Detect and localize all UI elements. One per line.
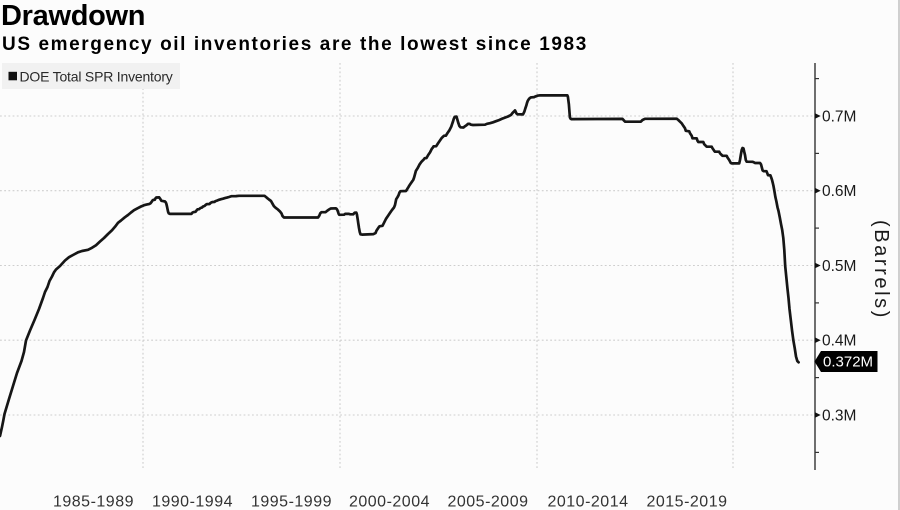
svg-text:0.4M: 0.4M xyxy=(822,333,856,350)
svg-text:0.7M: 0.7M xyxy=(822,108,856,125)
svg-text:2000-2004: 2000-2004 xyxy=(349,494,430,510)
svg-text:0.6M: 0.6M xyxy=(822,183,856,200)
svg-text:DOE Total SPR Inventory: DOE Total SPR Inventory xyxy=(20,69,173,85)
svg-text:(Barrels): (Barrels) xyxy=(870,220,892,320)
svg-text:1995-1999: 1995-1999 xyxy=(251,494,332,510)
svg-text:2010-2014: 2010-2014 xyxy=(547,494,628,510)
svg-text:2015-2019: 2015-2019 xyxy=(646,494,727,510)
svg-text:0.3M: 0.3M xyxy=(822,407,856,424)
svg-text:0.372M: 0.372M xyxy=(823,354,873,371)
svg-text:1985-1989: 1985-1989 xyxy=(53,494,134,510)
svg-text:1990-1994: 1990-1994 xyxy=(152,494,233,510)
svg-text:0.5M: 0.5M xyxy=(822,258,856,275)
svg-text:2005-2009: 2005-2009 xyxy=(447,494,528,510)
